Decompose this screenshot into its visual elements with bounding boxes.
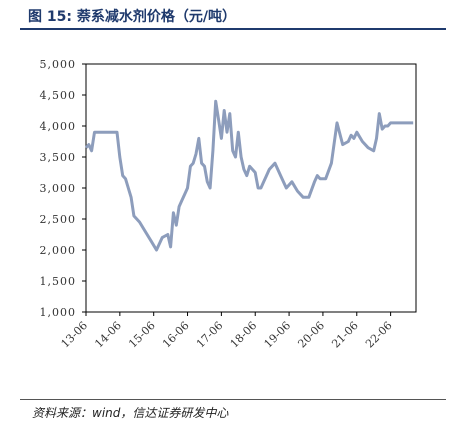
x-tick-label: 16-06 [160, 319, 192, 351]
y-tick-label: 3,000 [40, 182, 77, 195]
plot-frame [85, 63, 417, 313]
y-tick-label: 1,500 [40, 275, 77, 288]
x-tick-label: 22-06 [363, 319, 395, 351]
y-tick-label: 5,000 [40, 58, 77, 71]
x-axis: 13-06 14-06 15-06 16-06 17-06 18-06 19-06 20-06… [59, 312, 395, 351]
y-tick-label: 4,500 [40, 89, 77, 102]
x-tick-label: 19-06 [262, 319, 294, 351]
y-tick-label: 2,000 [40, 244, 77, 257]
source-note: 资料来源：wind，信达证券研发中心 [32, 406, 229, 420]
price-line-chart: 1,000 1,500 2,000 2,500 3,000 3,500 4,000 4,500… [40, 58, 417, 351]
x-tick-label: 13-06 [59, 319, 91, 351]
y-axis: 1,000 1,500 2,000 2,500 3,000 3,500 4,000 4,500… [40, 58, 86, 319]
x-tick-label: 21-06 [329, 319, 361, 351]
y-tick-label: 4,000 [40, 120, 77, 133]
y-tick-label: 2,500 [40, 213, 77, 226]
x-tick-label: 20-06 [295, 319, 327, 351]
y-tick-label: 3,500 [40, 151, 77, 164]
chart-title: 图 15: 萘系减水剂价格（元/吨） [28, 9, 236, 25]
x-tick-label: 14-06 [92, 319, 124, 351]
x-tick-label: 15-06 [126, 319, 158, 351]
x-tick-label: 18-06 [228, 319, 260, 351]
x-tick-label: 17-06 [194, 319, 226, 351]
y-tick-label: 1,000 [40, 306, 77, 319]
source-divider [20, 399, 446, 400]
title-underline [20, 28, 446, 30]
series-line [84, 99, 414, 252]
